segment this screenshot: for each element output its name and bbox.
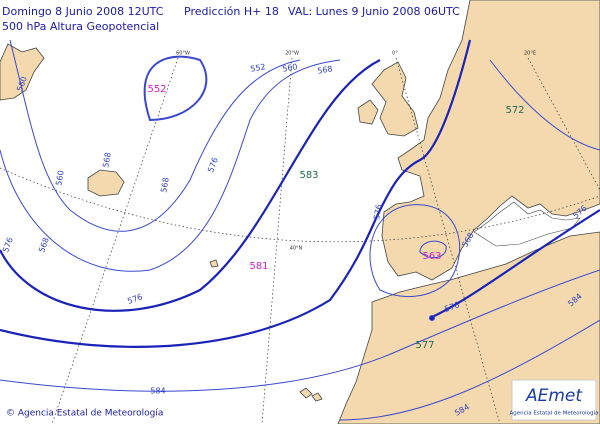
- contour-label: 560: [54, 170, 66, 187]
- greenland: [0, 43, 45, 101]
- contour-568-e: [369, 204, 461, 298]
- graticule-label: 20°E: [524, 51, 536, 57]
- iceland: [87, 169, 125, 197]
- contour-label: 568: [101, 152, 113, 169]
- contour-label: 560: [282, 62, 299, 74]
- ireland: [357, 99, 379, 125]
- contour-572: [489, 59, 600, 151]
- contour-label: 584: [150, 387, 165, 396]
- logo-name: AEmet: [525, 386, 583, 406]
- run-date: Domingo 8 Junio 2008 12UTC: [2, 5, 164, 18]
- contour-label: 552: [250, 62, 267, 74]
- contour-end: [429, 315, 435, 321]
- field-name: 500 hPa Altura Geopotencial: [2, 20, 159, 33]
- footer: © Agencia Estatal de Meteorología: [6, 409, 163, 419]
- logo-subtitle: Agencia Estatal de Meteorología: [510, 410, 599, 417]
- center-label: 583: [299, 170, 318, 181]
- contour-560: [9, 39, 301, 232]
- contour-568: [0, 59, 341, 272]
- contour-576-africa: [429, 209, 600, 320]
- africa: [337, 231, 600, 424]
- center-label: 552: [147, 84, 166, 95]
- contour-563: [419, 240, 447, 259]
- graticule-label: 20°W: [285, 51, 299, 57]
- britain: [371, 61, 419, 137]
- europe: [381, 0, 600, 281]
- header: Domingo 8 Junio 2008 12UTC Predicción H+…: [2, 5, 460, 33]
- forecast-step: Predicción H+ 18: [184, 5, 279, 18]
- logo: AEmet Agencia Estatal de Meteorología: [510, 379, 599, 421]
- logo-box: [511, 379, 597, 421]
- center-label: 577: [415, 340, 434, 351]
- contour-label: 576: [372, 204, 384, 221]
- contour-584-s: [0, 269, 600, 392]
- contour-label: 568: [317, 64, 334, 76]
- contour-label: 568: [159, 177, 171, 194]
- contour-576-w: [0, 59, 381, 312]
- valid-date: VAL: Lunes 9 Junio 2008 06UTC: [288, 5, 460, 18]
- graticule-label: 0°: [392, 51, 398, 57]
- islands: [209, 259, 323, 402]
- meridian: [527, 57, 600, 191]
- center-label: 581: [249, 261, 268, 272]
- contours: [0, 39, 600, 421]
- graticule-label: 40°N: [290, 246, 303, 252]
- meridian: [395, 57, 501, 424]
- graticule-label: 60°W: [176, 51, 190, 57]
- contour-584-se: [339, 319, 600, 421]
- center-label: 572: [505, 105, 524, 116]
- contour-552: [143, 55, 208, 122]
- mediterranean: [473, 201, 581, 247]
- meridian: [261, 57, 293, 424]
- contour-576-e: [0, 39, 472, 348]
- center-label: 563: [422, 251, 441, 262]
